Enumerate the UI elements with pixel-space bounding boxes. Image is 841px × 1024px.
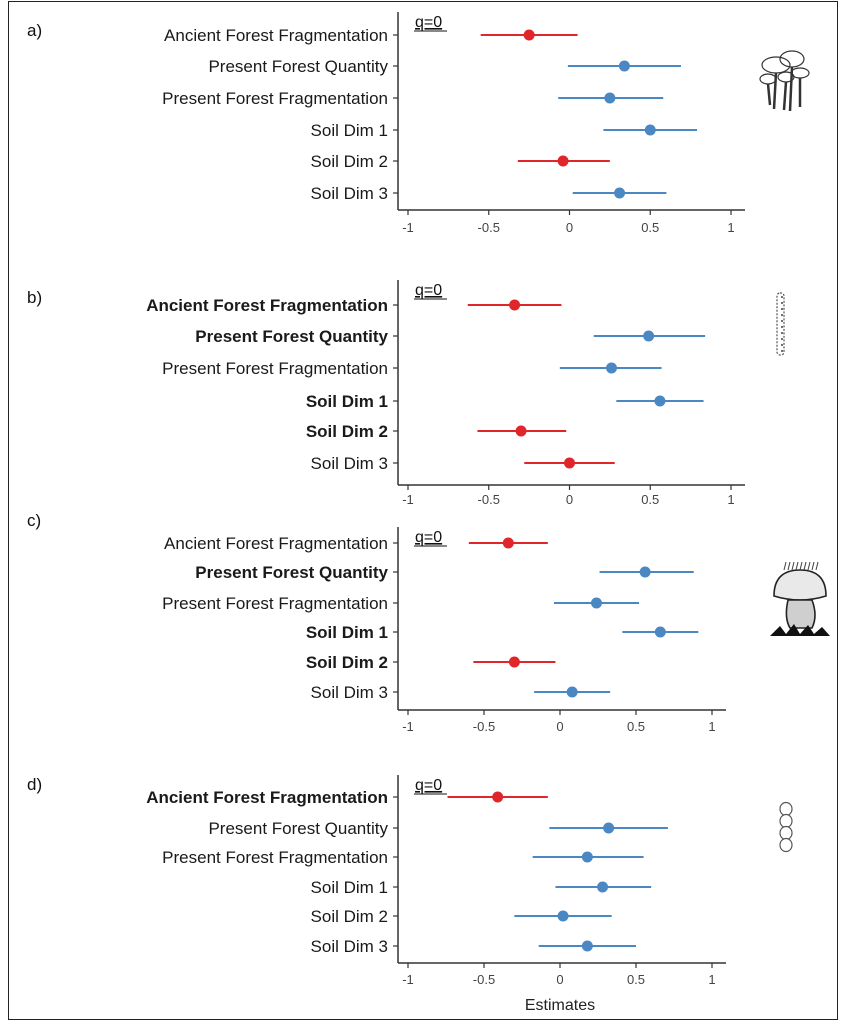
variable-label: Present Forest Fragmentation bbox=[162, 89, 388, 108]
estimate-point bbox=[492, 791, 504, 803]
x-tick-label: 0 bbox=[556, 719, 563, 734]
chain-cells-icon bbox=[779, 801, 793, 853]
estimate-point bbox=[515, 425, 527, 437]
panel-label: a) bbox=[27, 21, 42, 40]
q-annotation: q=0 bbox=[415, 777, 442, 794]
x-tick-label: -0.5 bbox=[473, 719, 495, 734]
x-tick-label: 0 bbox=[566, 492, 573, 507]
estimate-point bbox=[605, 362, 617, 374]
x-tick-label: 0.5 bbox=[627, 972, 645, 987]
estimate-point bbox=[643, 330, 655, 342]
q-annotation: q=0 bbox=[415, 14, 442, 31]
variable-label: Soil Dim 1 bbox=[306, 623, 388, 642]
x-tick-label: 0 bbox=[566, 220, 573, 235]
estimate-point bbox=[581, 851, 593, 863]
variable-label: Soil Dim 1 bbox=[311, 121, 388, 140]
estimate-point bbox=[581, 940, 593, 952]
panel-a: a) q=0 -1 -0.5 0 0.5 1 Ancient Forest Fragmenta… bbox=[27, 12, 810, 235]
bolete-mushroom-icon bbox=[770, 561, 830, 636]
estimate-point bbox=[618, 60, 630, 72]
variable-label: Present Forest Fragmentation bbox=[162, 359, 388, 378]
estimate-point bbox=[564, 457, 575, 469]
estimate-point bbox=[557, 910, 569, 922]
estimate-point bbox=[614, 187, 626, 199]
estimate-point bbox=[590, 597, 602, 609]
variable-label: Soil Dim 3 bbox=[311, 184, 388, 203]
x-tick-label: -1 bbox=[402, 220, 414, 235]
variable-label: Soil Dim 3 bbox=[311, 454, 388, 473]
x-tick-label: 1 bbox=[727, 492, 734, 507]
panel-b: b) q=0 -1 -0.5 0 0.5 1 Ancient Forest Fragmenta… bbox=[27, 280, 785, 507]
x-tick-label: -1 bbox=[402, 492, 414, 507]
variable-label: Soil Dim 3 bbox=[311, 683, 388, 702]
estimate-point bbox=[597, 881, 609, 893]
x-axis-title: Estimates bbox=[525, 997, 595, 1014]
variable-label: Present Forest Fragmentation bbox=[162, 594, 388, 613]
estimate-point bbox=[644, 124, 656, 136]
mushroom-cluster-icon bbox=[759, 50, 810, 112]
panel-label: d) bbox=[27, 775, 42, 794]
variable-label: Ancient Forest Fragmentation bbox=[164, 534, 388, 553]
q-annotation: q=0 bbox=[415, 529, 442, 546]
estimate-point bbox=[566, 686, 578, 698]
variable-label: Soil Dim 2 bbox=[311, 907, 388, 926]
x-tick-label: 1 bbox=[727, 220, 734, 235]
x-tick-label: 1 bbox=[708, 719, 715, 734]
variable-label: Present Forest Quantity bbox=[195, 327, 388, 346]
variable-label: Soil Dim 2 bbox=[306, 422, 388, 441]
estimate-point bbox=[502, 537, 514, 549]
panel-d: d) q=0 -1 -0.5 0 0.5 1 Ancient Forest Fragmenta… bbox=[27, 775, 793, 1014]
variable-label: Present Forest Fragmentation bbox=[162, 848, 388, 867]
x-tick-label: 1 bbox=[708, 972, 715, 987]
estimate-point bbox=[604, 92, 616, 104]
panel-label: c) bbox=[27, 511, 41, 530]
estimate-point bbox=[508, 656, 520, 668]
variable-label: Ancient Forest Fragmentation bbox=[146, 788, 388, 807]
estimate-point bbox=[509, 299, 521, 311]
variable-label: Present Forest Quantity bbox=[208, 57, 388, 76]
x-tick-label: -0.5 bbox=[473, 972, 495, 987]
x-tick-label: 0.5 bbox=[641, 220, 659, 235]
variable-label: Soil Dim 3 bbox=[311, 937, 388, 956]
x-tick-label: -0.5 bbox=[478, 492, 500, 507]
variable-label: Ancient Forest Fragmentation bbox=[164, 26, 388, 45]
estimate-point bbox=[603, 822, 615, 834]
variable-label: Soil Dim 2 bbox=[306, 653, 388, 672]
x-tick-label: 0 bbox=[556, 972, 563, 987]
variable-label: Ancient Forest Fragmentation bbox=[146, 296, 388, 315]
x-tick-label: -1 bbox=[402, 972, 414, 987]
estimate-point bbox=[639, 566, 651, 578]
estimate-point bbox=[557, 155, 569, 167]
estimate-point bbox=[654, 626, 666, 638]
variable-label: Present Forest Quantity bbox=[195, 563, 388, 582]
variable-label: Soil Dim 1 bbox=[306, 392, 388, 411]
x-tick-label: -1 bbox=[402, 719, 414, 734]
x-tick-label: 0.5 bbox=[627, 719, 645, 734]
x-tick-label: -0.5 bbox=[478, 220, 500, 235]
variable-label: Present Forest Quantity bbox=[208, 819, 388, 838]
variable-label: Soil Dim 2 bbox=[311, 152, 388, 171]
panel-label: b) bbox=[27, 288, 42, 307]
lichen-strand-icon bbox=[776, 292, 785, 356]
estimate-point bbox=[523, 29, 535, 41]
q-annotation: q=0 bbox=[415, 282, 442, 299]
variable-label: Soil Dim 1 bbox=[311, 878, 388, 897]
x-tick-label: 0.5 bbox=[641, 492, 659, 507]
estimate-point bbox=[654, 395, 666, 407]
panel-c: c) q=0 -1 -0.5 0 0.5 1 Ancient Forest Fragmenta… bbox=[27, 511, 830, 734]
